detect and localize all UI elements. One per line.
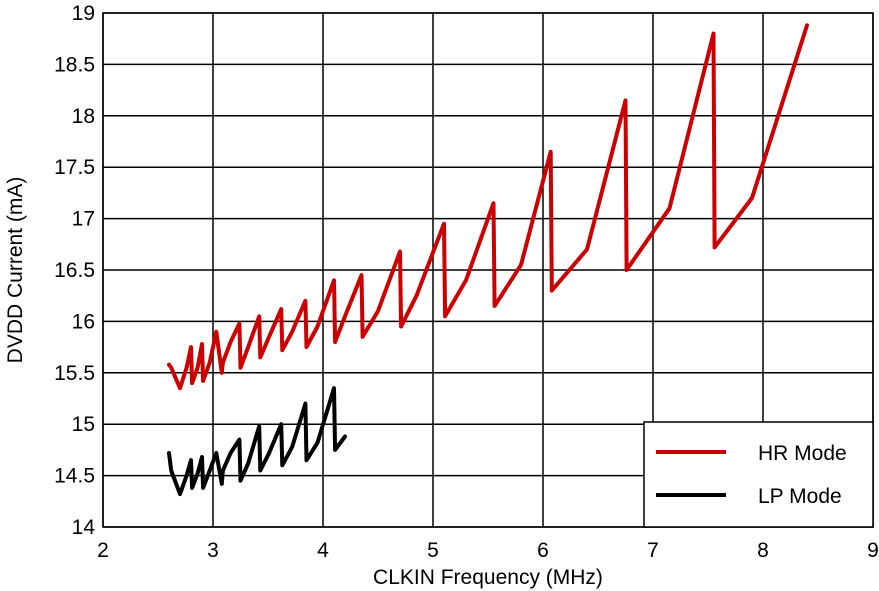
y-tick-label: 17	[72, 208, 95, 231]
x-tick-label: 9	[867, 539, 879, 562]
x-axis-label: CLKIN Frequency (MHz)	[373, 566, 603, 589]
y-tick-label: 16	[72, 310, 95, 333]
y-tick-labels: 14 14.5 15 15.5 16 16.5 17 17.5 18 18.5 19	[54, 2, 95, 539]
x-tick-label: 2	[97, 539, 109, 562]
y-tick-label: 18.5	[54, 53, 95, 76]
y-axis-label: DVDD Current (mA)	[4, 177, 27, 364]
y-tick-label: 16.5	[54, 259, 95, 282]
x-tick-label: 6	[537, 539, 549, 562]
series-line-lp-mode	[167, 386, 347, 497]
x-tick-labels: 2 3 4 5 6 7 8 9	[97, 539, 879, 562]
grid	[102, 12, 874, 528]
y-tick-label: 18	[72, 105, 95, 128]
legend: HR Mode LP Mode	[643, 421, 874, 528]
x-tick-label: 4	[317, 539, 329, 562]
series-line-hr-mode	[167, 23, 809, 391]
legend-box	[643, 421, 874, 528]
y-tick-label: 17.5	[54, 156, 95, 179]
plot-frame	[102, 12, 874, 528]
legend-label-hr-mode: HR Mode	[758, 442, 847, 465]
series-layer	[167, 23, 809, 497]
y-tick-label: 15	[72, 413, 95, 436]
legend-label-lp-mode: LP Mode	[758, 485, 842, 508]
x-tick-label: 3	[207, 539, 219, 562]
x-tick-label: 7	[647, 539, 659, 562]
y-tick-label: 19	[72, 2, 95, 25]
x-tick-label: 8	[757, 539, 769, 562]
y-tick-label: 15.5	[54, 362, 95, 385]
y-tick-label: 14	[72, 516, 96, 539]
x-tick-label: 5	[427, 539, 439, 562]
y-tick-label: 14.5	[54, 465, 95, 488]
